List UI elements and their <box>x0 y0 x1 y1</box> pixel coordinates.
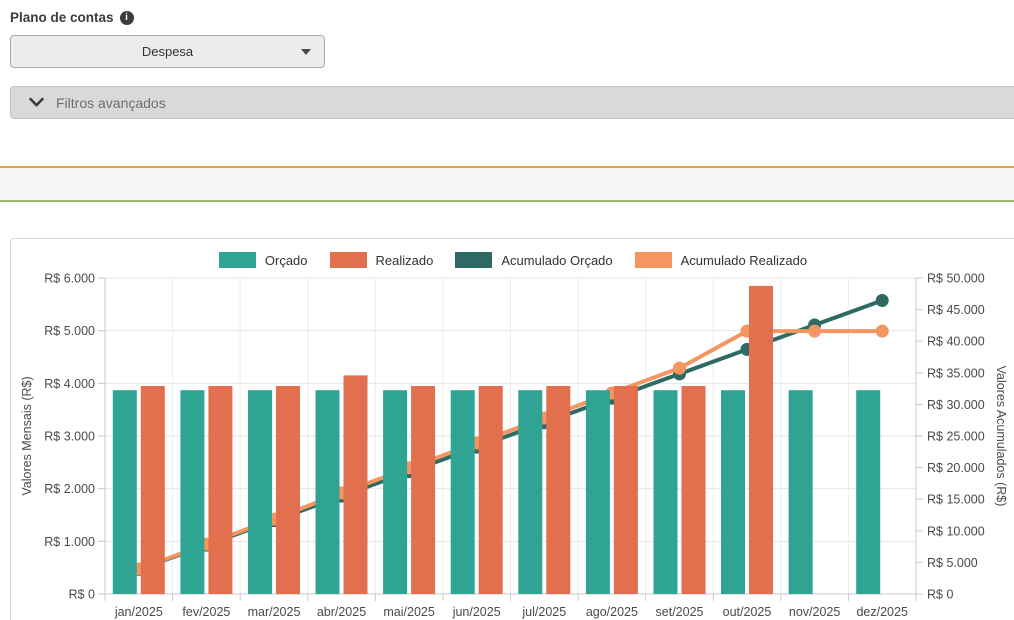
x-axis-label-dez/2025: dez/2025 <box>856 605 907 619</box>
combo-chart: R$ 0 R$ 1.000 R$ 2.000 R$ 3.000 R$ 4.000 R$ 5… <box>20 272 1008 620</box>
bar-realizado-abr/2025[interactable] <box>343 375 368 594</box>
right-axis-tick-label: R$ 0 <box>927 588 953 602</box>
x-axis-label-jan/2025: jan/2025 <box>114 605 163 619</box>
bar-realizado-mai/2025[interactable] <box>411 386 436 594</box>
x-axis-label-jun/2025: jun/2025 <box>452 605 501 619</box>
right-axis-tick-label: R$ 50.000 <box>927 272 985 286</box>
chevron-down-icon <box>29 97 44 108</box>
legend-item-acumulado-realizado[interactable]: Acumulado Realizado <box>634 252 808 268</box>
bar-or-ado-nov/2025[interactable] <box>788 390 813 594</box>
advanced-filters-toggle[interactable]: Filtros avançados <box>10 86 1014 119</box>
legend-item-or-ado[interactable]: Orçado <box>218 252 308 268</box>
bar-or-ado-set/2025[interactable] <box>653 390 678 594</box>
right-axis-tick-label: R$ 20.000 <box>927 461 985 475</box>
bar-or-ado-out/2025[interactable] <box>721 390 745 594</box>
bar-realizado-set/2025[interactable] <box>681 386 706 594</box>
right-axis-tick-label: R$ 15.000 <box>927 493 985 507</box>
bar-or-ado-fev/2025[interactable] <box>180 390 205 594</box>
dropdown-selected-value: Despesa <box>141 44 194 59</box>
bar-realizado-out/2025[interactable] <box>749 285 773 594</box>
bar-or-ado-ago/2025[interactable] <box>585 390 610 594</box>
left-axis-tick-label: R$ 0 <box>69 588 95 602</box>
right-axis-tick-label: R$ 30.000 <box>927 398 985 412</box>
x-axis-label-set/2025: set/2025 <box>656 605 704 619</box>
legend-swatch-acumulado-or-ado <box>455 252 493 268</box>
point-acumulado-realizado-nov/2025[interactable] <box>808 324 822 338</box>
legend-swatch-realizado <box>329 252 367 268</box>
legend-label: Orçado <box>264 252 308 268</box>
legend-label: Acumulado Orçado <box>501 252 613 268</box>
left-axis-tick-label: R$ 3.000 <box>44 430 95 444</box>
right-axis-tick-label: R$ 45.000 <box>927 303 985 317</box>
bar-or-ado-dez/2025[interactable] <box>856 390 881 594</box>
point-acumulado-realizado-set/2025[interactable] <box>673 361 686 375</box>
bar-realizado-jul/2025[interactable] <box>546 386 571 594</box>
x-axis-label-abr/2025: abr/2025 <box>317 605 366 619</box>
chart-legend: Orçado Realizado Acumulado Orçado Acumulado… <box>11 252 1014 268</box>
bar-realizado-jan/2025[interactable] <box>140 386 165 594</box>
plano-de-contas-label: Plano de contas i <box>10 10 134 25</box>
info-icon[interactable]: i <box>119 10 134 25</box>
legend-swatch-or-ado <box>218 252 256 268</box>
left-axis-tick-label: R$ 2.000 <box>44 482 95 496</box>
bar-realizado-mar/2025[interactable] <box>276 386 300 594</box>
left-axis-title: Valores Mensais (R$) <box>20 376 34 495</box>
legend-item-acumulado-or-ado[interactable]: Acumulado Orçado <box>455 252 613 268</box>
dropdown-caret-icon <box>301 49 311 55</box>
x-axis-label-mai/2025: mai/2025 <box>383 605 434 619</box>
point-acumulado-realizado-dez/2025[interactable] <box>875 324 889 338</box>
legend-label: Acumulado Realizado <box>680 252 808 268</box>
bar-realizado-fev/2025[interactable] <box>208 386 233 594</box>
x-axis-label-mar/2025: mar/2025 <box>248 605 301 619</box>
x-axis-label-nov/2025: nov/2025 <box>789 605 840 619</box>
legend-item-realizado[interactable]: Realizado <box>329 252 434 268</box>
bar-or-ado-jun/2025[interactable] <box>450 390 475 594</box>
left-axis-tick-label: R$ 5.000 <box>44 324 95 338</box>
x-axis-label-fev/2025: fev/2025 <box>182 605 230 619</box>
bar-or-ado-jan/2025[interactable] <box>112 390 137 594</box>
right-axis-tick-label: R$ 35.000 <box>927 366 985 380</box>
x-axis-label-jul/2025: jul/2025 <box>521 605 566 619</box>
legend-swatch-acumulado-realizado <box>634 252 672 268</box>
plano-de-contas-label-text: Plano de contas <box>10 10 114 25</box>
point-acumulado-or-ado-dez/2025[interactable] <box>875 294 889 307</box>
bar-or-ado-mar/2025[interactable] <box>248 390 272 594</box>
left-axis-tick-label: R$ 1.000 <box>44 535 95 549</box>
right-axis-tick-label: R$ 10.000 <box>927 524 985 538</box>
x-axis-label-ago/2025: ago/2025 <box>586 605 638 619</box>
bar-or-ado-abr/2025[interactable] <box>315 390 340 594</box>
right-axis-title: Valores Acumulados (R$) <box>994 366 1008 507</box>
bar-or-ado-jul/2025[interactable] <box>518 390 543 594</box>
legend-label: Realizado <box>375 252 434 268</box>
highlight-band <box>0 166 1014 202</box>
left-axis-tick-label: R$ 4.000 <box>44 377 95 391</box>
bar-realizado-jun/2025[interactable] <box>478 386 503 594</box>
advanced-filters-label: Filtros avançados <box>56 94 166 111</box>
left-axis-tick-label: R$ 6.000 <box>44 272 95 286</box>
right-axis-tick-label: R$ 5.000 <box>927 556 978 570</box>
bar-or-ado-mai/2025[interactable] <box>383 390 408 594</box>
chart-card: Orçado Realizado Acumulado Orçado Acumulado… <box>10 238 1014 620</box>
plano-de-contas-select[interactable]: Despesa <box>10 35 325 68</box>
right-axis-tick-label: R$ 40.000 <box>927 335 985 349</box>
x-axis-label-out/2025: out/2025 <box>723 605 772 619</box>
bar-realizado-ago/2025[interactable] <box>613 386 638 594</box>
right-axis-tick-label: R$ 25.000 <box>927 430 985 444</box>
